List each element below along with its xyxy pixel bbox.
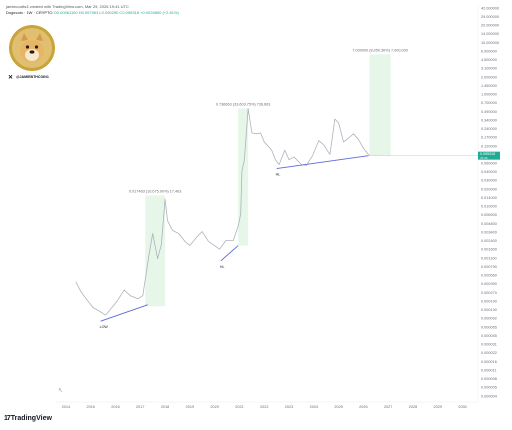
projection-label: 0.017463 (10,675.90%) 17,463 (129, 189, 181, 193)
y-tick-label: 0.490000 (481, 110, 497, 114)
y-tick-label: 20.000000 (481, 24, 499, 28)
current-price-countdown: 7d 4h (480, 156, 488, 160)
x-tick-label: 2020 (210, 405, 218, 409)
y-tick-label: 0.000005 (481, 386, 497, 390)
price-line (75, 108, 370, 316)
x-tick-label: 2019 (186, 405, 194, 409)
x-tick-label: 2018 (161, 405, 169, 409)
trend-label: LOW (100, 325, 109, 329)
brand-handle-text: @JAMIEBTHCOIN1 (16, 75, 49, 79)
y-tick-label: 10.000000 (481, 41, 499, 45)
y-tick-label: 0.010000 (481, 205, 497, 209)
header-symbol: Dogecoin · 1W · CRYPTO (6, 10, 53, 15)
projection-box (238, 108, 249, 246)
y-tick-label: 0.006900 (481, 213, 497, 217)
dogecoin-logo-icon (9, 25, 55, 71)
y-tick-label: 0.000016 (481, 360, 497, 364)
projection-label: 7.000000 (8,050.36%) 7,000,000 (352, 48, 408, 52)
x-tick-label: 2025 (334, 405, 342, 409)
y-tick-label: 1.450000 (481, 84, 497, 88)
header-ohlc: O0.00061100 H0.097963 L0.090290 C0.09531… (53, 10, 179, 15)
tradingview-wordmark: TradingView (10, 415, 52, 422)
y-tick-label: 2.000000 (481, 75, 497, 79)
y-tick-label: 0.000031 (481, 343, 497, 347)
x-tick-label: 2027 (384, 405, 392, 409)
trend-line (276, 155, 369, 169)
y-tick-label: 0.040000 (481, 170, 497, 174)
y-tick-label: 42.000000 (481, 6, 499, 10)
y-tick-label: 0.340000 (481, 118, 497, 122)
trend-label: HL (220, 265, 225, 269)
chart-header: jamiecoutts3 created with TradingView.co… (6, 4, 179, 16)
trend-line (100, 304, 148, 322)
y-tick-label: 0.240000 (481, 127, 497, 131)
projection-box (145, 195, 166, 307)
projection-box (369, 54, 391, 156)
y-tick-label: 0.000790 (481, 265, 497, 269)
x-tick-label: 2021 (235, 405, 243, 409)
y-tick-label: 0.000270 (481, 291, 497, 295)
y-tick-label: 0.000065 (481, 325, 497, 329)
y-tick-label: 0.000045 (481, 334, 497, 338)
y-tick-label: 14.000000 (481, 32, 499, 36)
y-tick-label: 0.000092 (481, 317, 497, 321)
y-tick-label: 0.120000 (481, 144, 497, 148)
y-tick-label: 0.000011 (481, 368, 497, 372)
y-tick-label: 3.100000 (481, 67, 497, 71)
y-tick-label: 0.000130 (481, 308, 497, 312)
y-tick-label: 1.000000 (481, 93, 497, 97)
y-tick-label: 0.000008 (481, 377, 497, 381)
x-logo-icon: ✕ (8, 75, 14, 81)
x-tick-label: 2014 (62, 405, 70, 409)
x-tick-label: 2017 (136, 405, 144, 409)
x-tick-label: 2028 (409, 405, 417, 409)
cursor-icon: ↖ (58, 388, 63, 394)
y-tick-label: 4.500000 (481, 58, 497, 62)
x-axis: 2014 2015 2016 2017 2018 2019 2020 2021 2022 2023… (62, 405, 467, 409)
brand-handle: ✕ @JAMIEBTHCOIN1 (8, 74, 49, 81)
x-tick-label: 2015 (86, 405, 94, 409)
y-tick-label: 0.000560 (481, 274, 497, 278)
y-tick-label: 0.001100 (481, 256, 497, 260)
current-price-box (478, 151, 500, 160)
y-tick-label: 0.060000 (481, 162, 497, 166)
x-tick-label: 2029 (434, 405, 442, 409)
x-tick-label: 2016 (111, 405, 119, 409)
y-tick-label: 0.003400 (481, 230, 497, 234)
x-tick-label: 2022 (260, 405, 268, 409)
y-tick-label: 0.020000 (481, 187, 497, 191)
y-tick-label: 0.004800 (481, 222, 497, 226)
x-tick-label: 2030 (458, 405, 466, 409)
x-tick-label: 2024 (310, 405, 318, 409)
y-tick-label: 0.002400 (481, 239, 497, 243)
y-tick-label: 0.000390 (481, 282, 497, 286)
y-tick-label: 29.000000 (481, 15, 499, 19)
y-tick-label: 0.001600 (481, 248, 497, 252)
current-price-value: 0.095318 (480, 152, 495, 156)
y-tick-label: 0.030000 (481, 179, 497, 183)
y-tick-label: 0.170000 (481, 136, 497, 140)
y-tick-label: 0.700000 (481, 101, 497, 105)
trend-line (220, 245, 239, 262)
price-series (75, 108, 370, 316)
y-tick-label: 0.000004 (481, 394, 497, 398)
x-tick-label: 2026 (359, 405, 367, 409)
trend-label: HL (276, 173, 281, 177)
tradingview-mark-icon: 17 (4, 415, 11, 422)
tradingview-logo: 17TradingView (4, 415, 52, 422)
projection-label: 0.736663 (33,603.75%) 736,663 (216, 103, 270, 107)
y-tick-label: 0.000022 (481, 351, 497, 355)
y-tick-label: 0.014000 (481, 196, 497, 200)
trend-lines (100, 155, 369, 322)
header-line1: jamiecoutts3 created with TradingView.co… (6, 4, 129, 9)
y-axis: 42.000000 29.000000 20.000000 14.000000 10.0… (481, 6, 499, 398)
projection-boxes (145, 54, 391, 307)
y-tick-label: 0.000190 (481, 299, 497, 303)
x-tick-label: 2023 (285, 405, 293, 409)
annotations: 0.017463 (10,675.90%) 17,463 0.736663 (33… (100, 48, 408, 329)
y-tick-label: 6.900000 (481, 49, 497, 53)
